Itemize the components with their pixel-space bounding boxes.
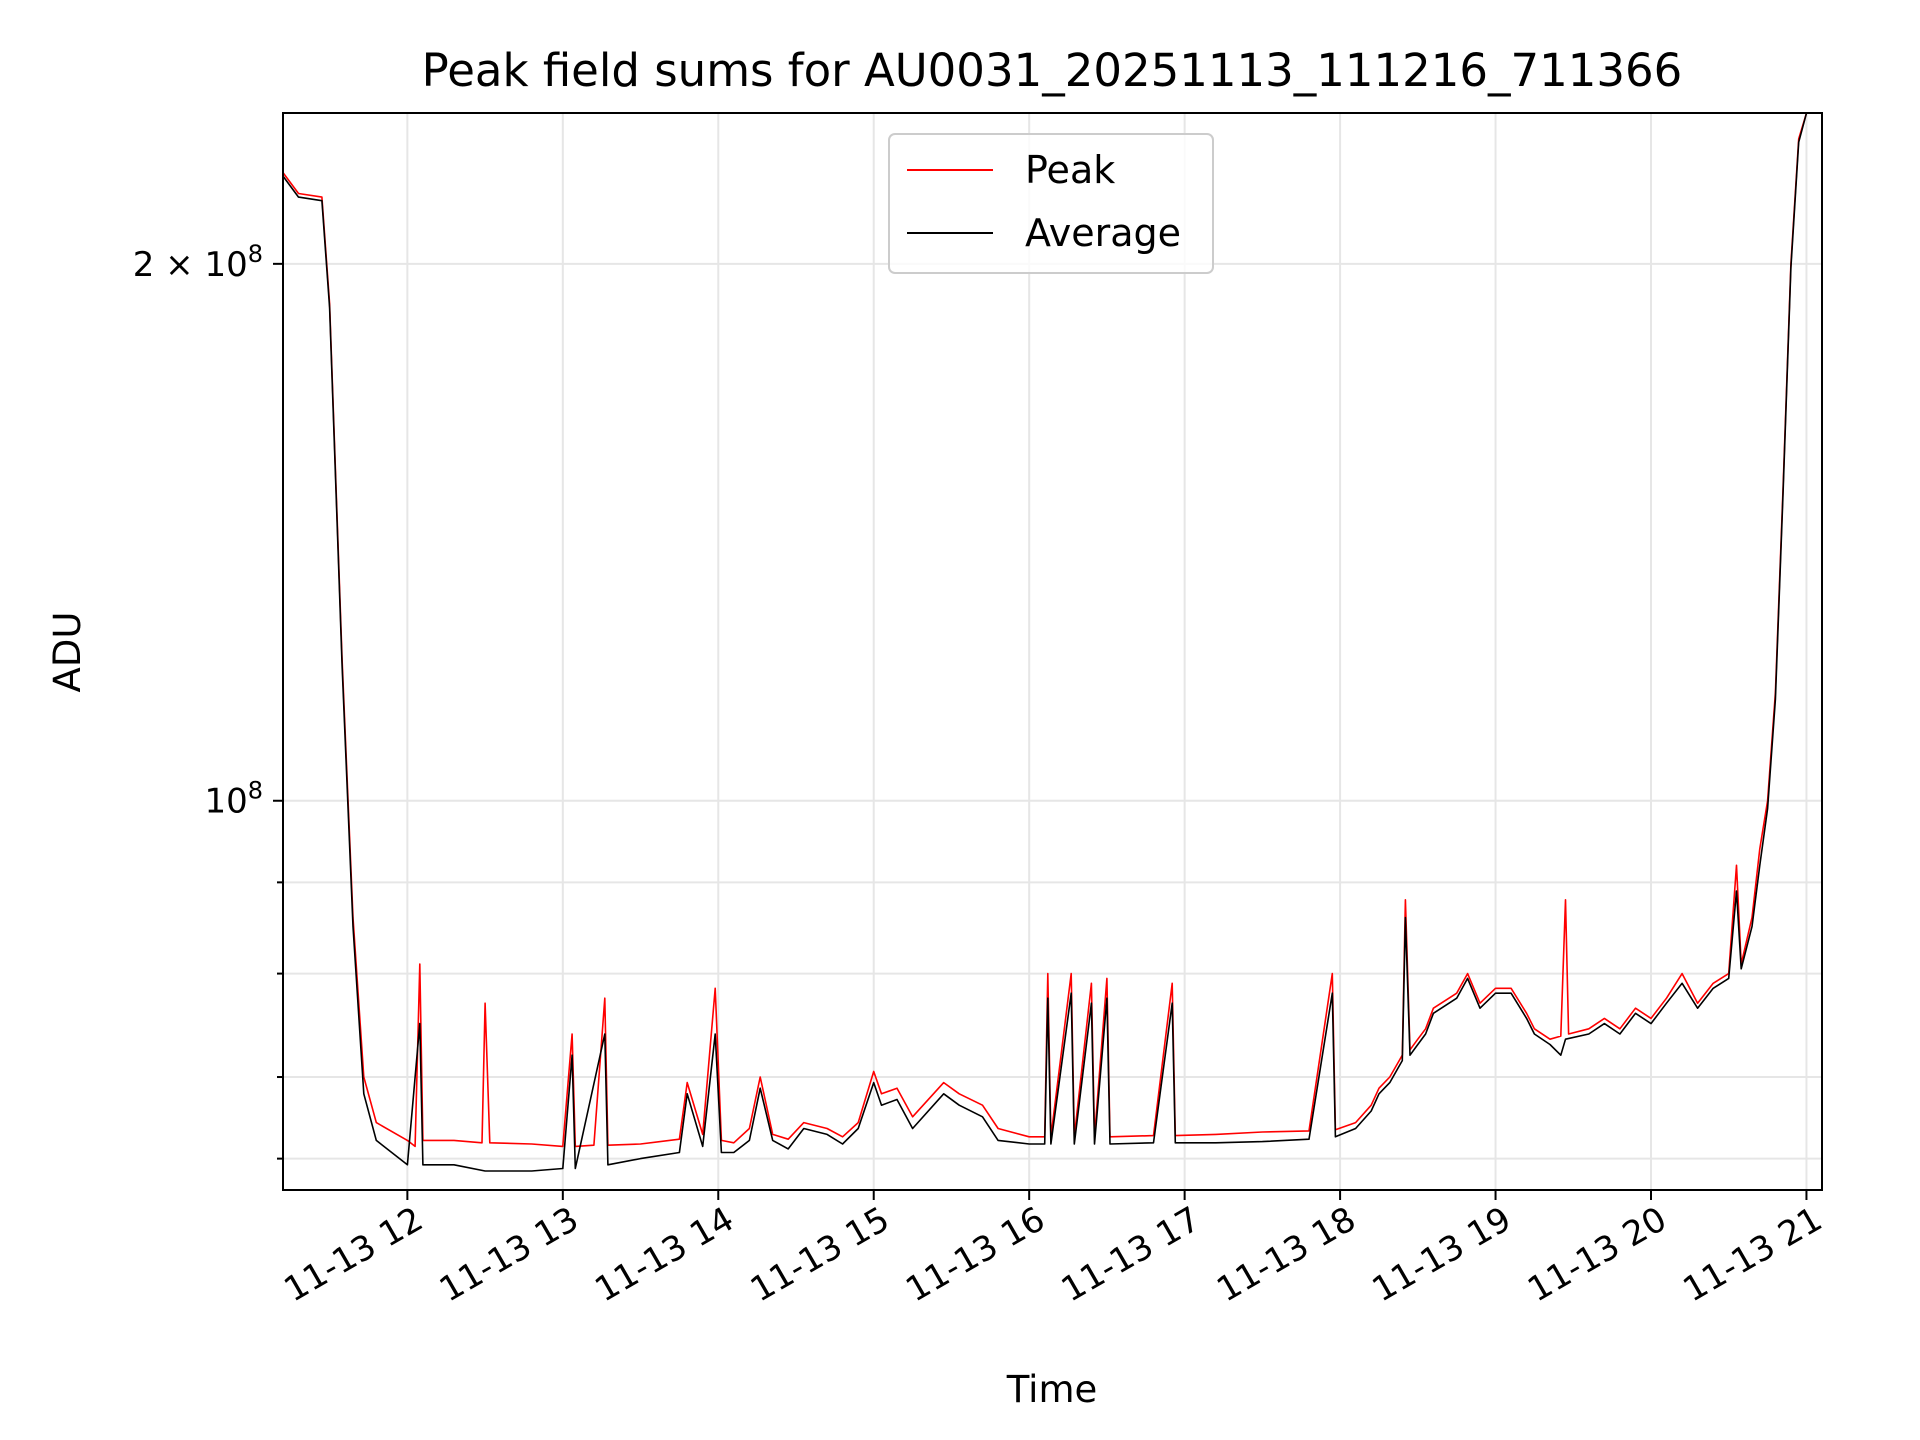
plot-frame [282,112,1823,1191]
plot-area [283,113,1808,1172]
grid-lines [283,113,1822,1190]
y-axis-label: ADU [46,612,89,693]
series-line-peak [283,113,1808,1148]
y-tick-label: 108 [204,777,263,822]
series-line-average [283,113,1808,1172]
chart-title: Peak field sums for AU0031_20251113_1112… [422,44,1683,97]
legend-box [888,133,1214,274]
legend-peak-label: Peak [1025,148,1115,192]
series-lines [283,113,1808,1172]
legend-average-label: Average [1025,211,1181,255]
x-axis-label: Time [1006,1368,1098,1411]
y-tick-label: 2 × 108 [133,240,263,285]
y-axis-ticks: 108 2 × 108 [133,240,283,1160]
legend: Peak Average [888,133,1214,274]
